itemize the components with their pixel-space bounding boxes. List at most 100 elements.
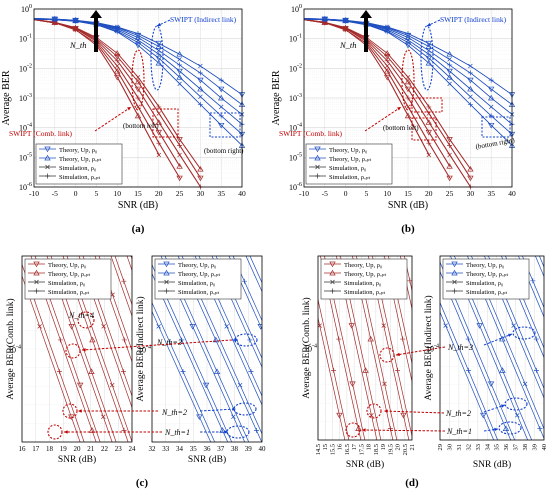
marker-plus bbox=[465, 336, 471, 342]
marker-triangle-up bbox=[197, 165, 204, 172]
x-tick-label: 22 bbox=[101, 445, 109, 453]
legend-label: Simulation, ρ₀ bbox=[466, 280, 503, 287]
arrow-head bbox=[396, 352, 400, 357]
marker-triangle-down bbox=[383, 74, 391, 81]
arrow-d-nth-3-blue bbox=[483, 333, 513, 346]
arrow-head bbox=[232, 407, 236, 411]
figure-label: (d) bbox=[405, 477, 419, 489]
legend-label: Simulation, ρₒₚₜ bbox=[59, 174, 100, 181]
marker-plus bbox=[384, 29, 390, 35]
marker-triangle-up bbox=[404, 34, 412, 40]
arrow-d-nth-3-red bbox=[395, 346, 446, 357]
marker-x bbox=[218, 104, 224, 110]
annotation-nth: N_th bbox=[339, 40, 357, 50]
marker-x bbox=[37, 324, 42, 329]
arrow-head bbox=[508, 333, 512, 337]
x-tick-label: 38 bbox=[522, 444, 529, 451]
marker-plus bbox=[330, 288, 335, 294]
marker-triangle-up bbox=[342, 17, 349, 24]
marker-x bbox=[114, 63, 120, 69]
marker-plus bbox=[405, 95, 411, 101]
panel-d-left: 14.5 15 15.5 16 16.5 17 17.5 18 18.5 19 19.5 20 20.5… bbox=[301, 255, 416, 470]
marker-triangle-up bbox=[89, 336, 96, 343]
marker-plus bbox=[197, 102, 203, 108]
marker-x bbox=[452, 279, 457, 285]
marker-x bbox=[515, 412, 520, 418]
x-axis-title: SNR (dB) bbox=[346, 459, 384, 470]
marker-triangle-up bbox=[217, 94, 225, 101]
nth-arrow-bar bbox=[94, 16, 98, 52]
marker-triangle-up bbox=[446, 163, 453, 169]
marker-plus bbox=[120, 369, 126, 375]
arrow-shaft bbox=[156, 19, 171, 27]
marker-triangle-down bbox=[425, 55, 433, 62]
arrow-nth-2-red bbox=[78, 409, 158, 413]
x-tick-label: 35 bbox=[494, 444, 501, 451]
marker-triangle-up bbox=[212, 336, 219, 343]
marker-triangle-down bbox=[163, 261, 170, 268]
marker-triangle-up bbox=[44, 154, 51, 161]
marker-triangle-up bbox=[425, 43, 433, 49]
marker-triangle-down bbox=[467, 175, 474, 182]
marker-triangle-down bbox=[113, 54, 121, 60]
x-axis-title: SNR (dB) bbox=[473, 459, 511, 470]
marker-plus bbox=[426, 104, 432, 110]
x-tick-label: 40 bbox=[541, 444, 548, 451]
series-line bbox=[318, 298, 350, 440]
marker-plus bbox=[45, 173, 50, 179]
series-line bbox=[249, 256, 262, 284]
x-tick-label: 36 bbox=[204, 445, 212, 453]
marker-plus bbox=[407, 278, 412, 284]
marker-triangle-up bbox=[425, 119, 433, 125]
marker-plus bbox=[135, 95, 141, 101]
arrow-d-nth-1-red bbox=[361, 428, 446, 432]
marker-x bbox=[156, 324, 161, 329]
y-tick-label: 10-5 bbox=[19, 152, 32, 162]
marker-triangle-down bbox=[487, 86, 495, 93]
legend-label: Simulation, ρₒₚₜ bbox=[344, 289, 385, 296]
marker-triangle-up bbox=[281, 337, 286, 342]
marker-triangle-up bbox=[213, 368, 221, 374]
marker-triangle-down bbox=[76, 382, 84, 389]
figure-label: (a) bbox=[132, 223, 145, 235]
marker-triangle-down bbox=[383, 26, 391, 32]
x-tick-label: 18 bbox=[46, 445, 54, 453]
marker-triangle-down bbox=[155, 55, 163, 62]
marker-x bbox=[177, 81, 182, 87]
legend-label: Simulation, ρₒₚₜ bbox=[329, 174, 370, 181]
arrow-head bbox=[427, 22, 431, 27]
x-tick-label: 30 bbox=[467, 189, 475, 198]
y-tick-label: 10-5 bbox=[289, 152, 302, 162]
marker-x bbox=[231, 414, 236, 420]
x-tick-label: 20 bbox=[425, 189, 433, 198]
arrow-nth-3-blue bbox=[232, 338, 238, 342]
marker-triangle-down bbox=[155, 40, 163, 47]
marker-triangle-up bbox=[176, 163, 183, 169]
marker-triangle-up bbox=[467, 85, 474, 92]
marker-plus bbox=[248, 369, 254, 375]
marker-x bbox=[488, 104, 494, 110]
marker-plus bbox=[387, 426, 393, 432]
y-tick-label: 10-3 bbox=[289, 93, 302, 103]
y-tick-label: 100 bbox=[291, 4, 302, 14]
x-tick-label: 38 bbox=[231, 445, 239, 453]
marker-triangle-down bbox=[476, 323, 483, 329]
marker-plus bbox=[247, 337, 253, 343]
marker-triangle-down bbox=[383, 54, 391, 60]
x-tick-label: 15 bbox=[322, 444, 329, 451]
annotation-d-nth-1: N_th=1 bbox=[446, 427, 472, 436]
marker-triangle-up bbox=[155, 59, 163, 66]
arrow-indirect bbox=[426, 19, 441, 27]
marker-triangle-up bbox=[311, 278, 316, 283]
y-tick-label: 10-3 bbox=[19, 93, 32, 103]
x-tick-label: 36 bbox=[503, 443, 510, 450]
ellipse-d-nth-2-left bbox=[366, 403, 382, 419]
marker-triangle-up bbox=[451, 269, 458, 276]
ellipse-indirect bbox=[420, 25, 434, 91]
ellipse-nth-2-right bbox=[233, 402, 257, 416]
marker-triangle-up bbox=[404, 112, 412, 119]
x-tick-label: 0 bbox=[74, 189, 78, 198]
arrow-comb bbox=[94, 106, 132, 132]
marker-plus bbox=[395, 367, 401, 373]
